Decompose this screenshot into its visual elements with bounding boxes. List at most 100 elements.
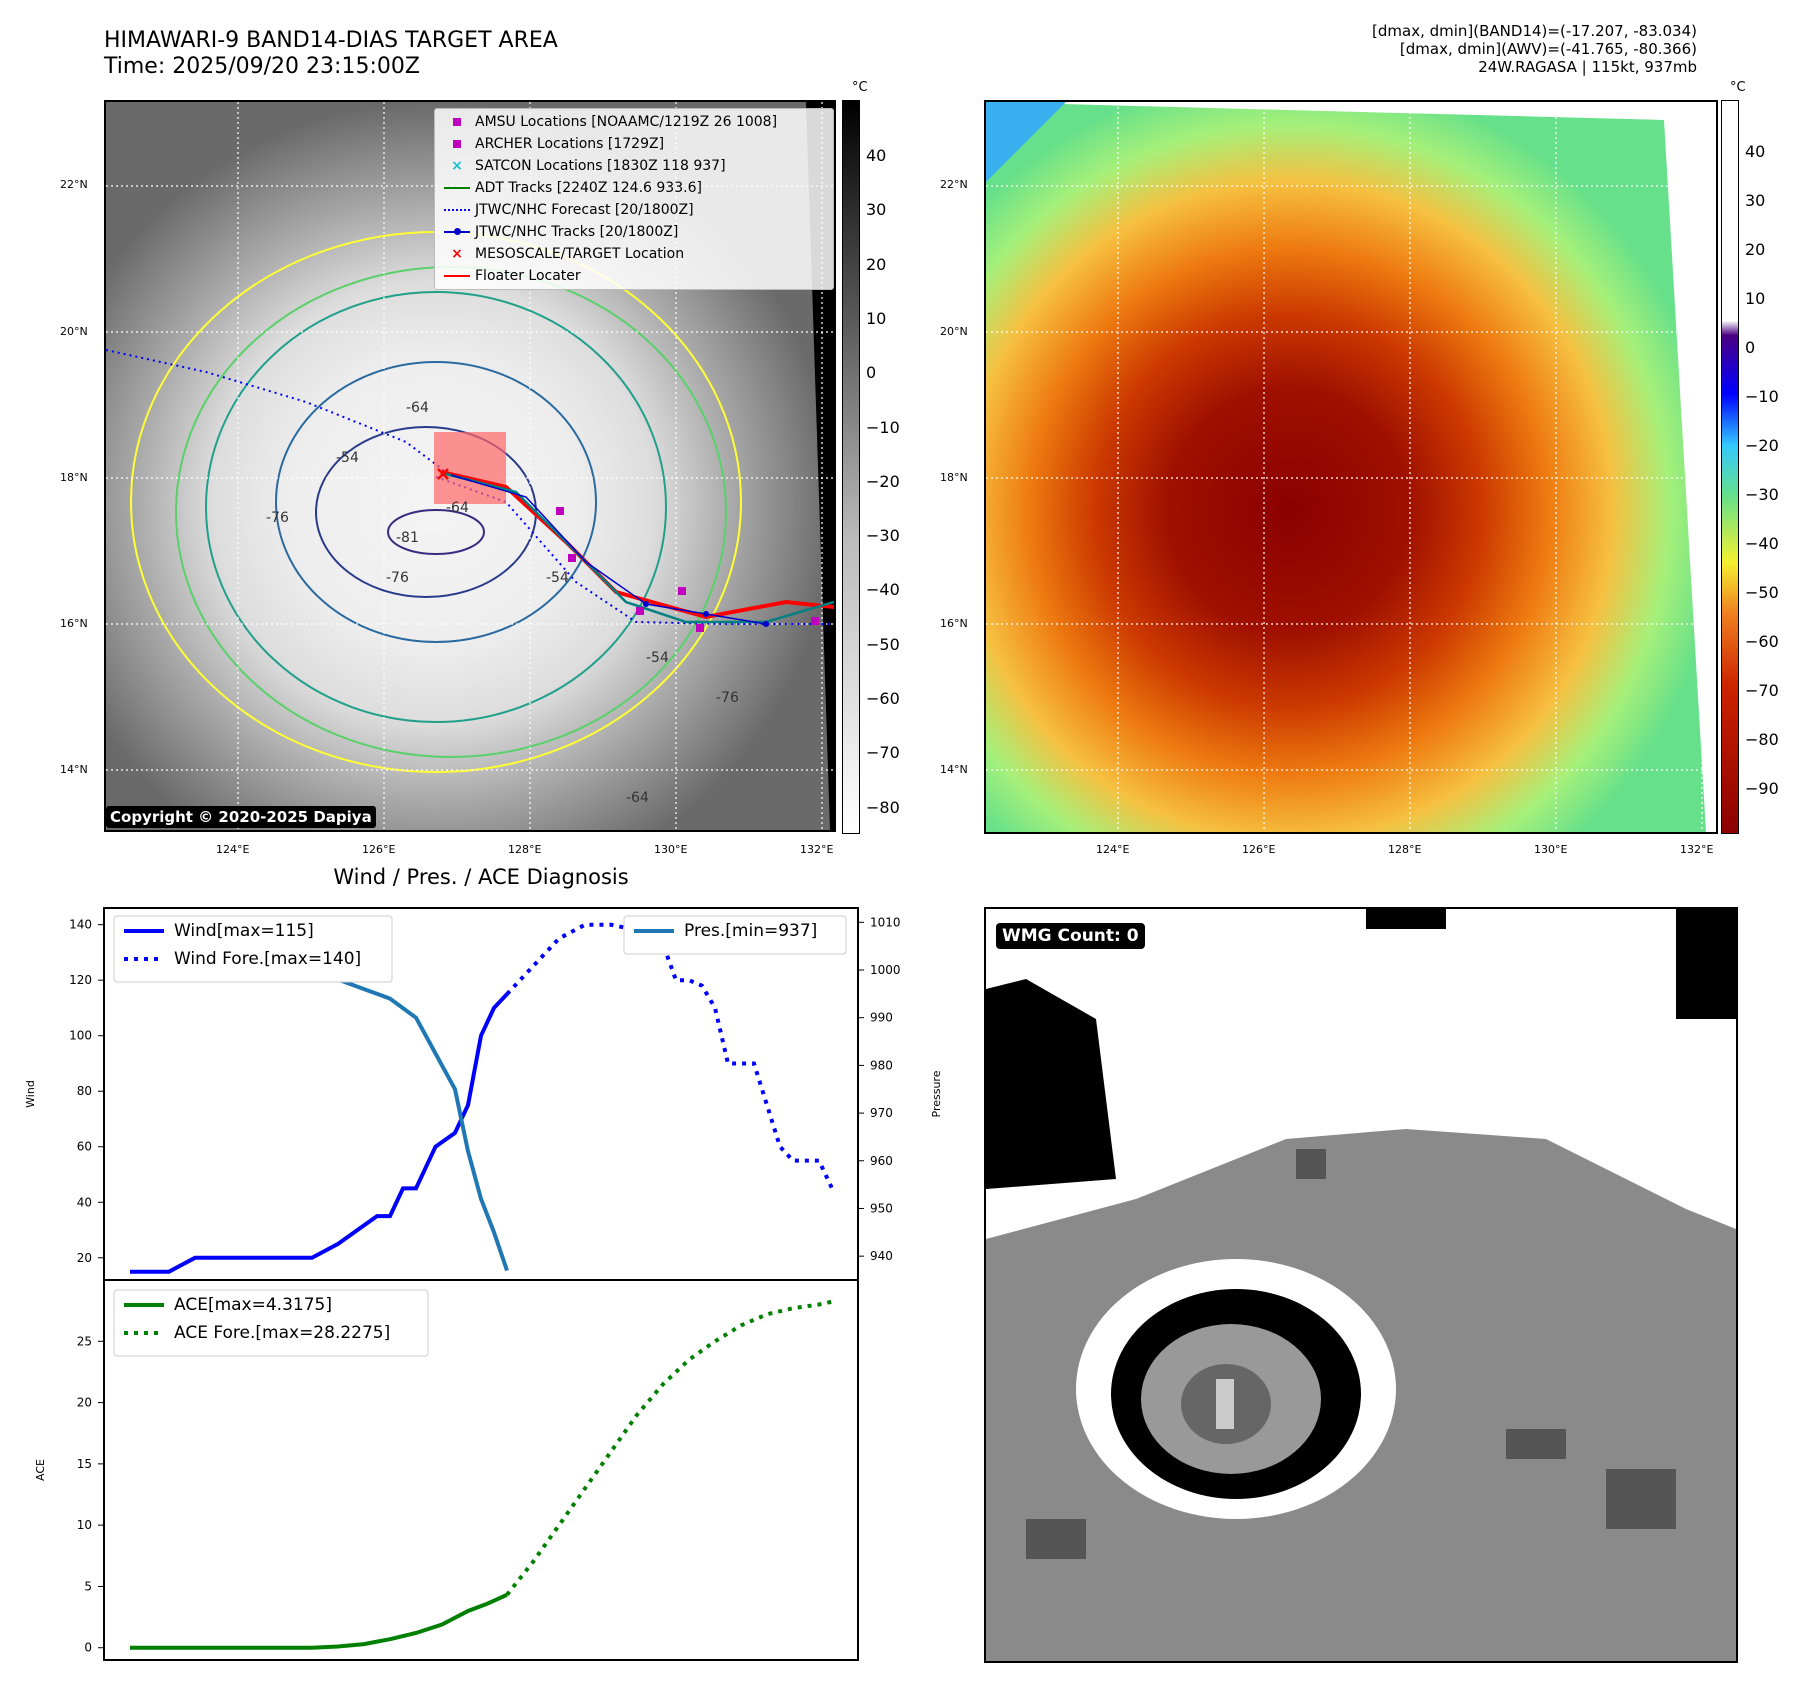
colorbar-right-tick: −40 [1745, 534, 1779, 553]
lon-tick-126: 126°E [362, 843, 396, 856]
colorbar-right-tick: −30 [1745, 485, 1779, 504]
colorbar-right-tick: −70 [1745, 681, 1779, 700]
wind-y-tick-label: 120 [69, 973, 92, 987]
wind-line [130, 992, 509, 1274]
info-block: [dmax, dmin](BAND14)=(-17.207, -83.034) … [1097, 22, 1697, 76]
pressure-y-tick-label: 980 [870, 1058, 893, 1072]
contour-labels: -54 -64 -76 -81 -76 -54 -64 -76 -54 -64 [266, 400, 739, 806]
colorbar-left-tick: 20 [866, 254, 887, 274]
lon-tick-124: 124°E [216, 843, 250, 856]
ace-y-tick-label: 15 [77, 1457, 92, 1471]
lon-tick-132: 132°E [800, 843, 834, 856]
ace-legend-label: ACE Fore.[max=28.2275] [174, 1323, 390, 1343]
svg-text:-54: -54 [336, 450, 359, 466]
colorbar-right-tick: −20 [1745, 436, 1779, 455]
colorbar-left-tick: 10 [866, 308, 887, 328]
svg-text:-54: -54 [646, 650, 669, 666]
ace-legend [113, 1289, 429, 1357]
wind-y-tick-label: 40 [77, 1195, 92, 1209]
wind-y-tick-label: 140 [69, 918, 92, 932]
colorbar-left-tick: −10 [866, 417, 900, 437]
ir-map-panel: -54 -64 -76 -81 -76 -54 -64 -76 -54 -64 … [104, 100, 836, 832]
jtwc-track [450, 474, 767, 625]
diag-title: Wind / Pres. / ACE Diagnosis [333, 865, 629, 889]
awv-lat-tick-22: 22°N [940, 178, 968, 191]
lat-tick-18: 18°N [60, 471, 88, 484]
colorbar-right-unit: °C [1730, 80, 1746, 95]
awv-lon-tick-128: 128°E [1388, 843, 1422, 856]
colorbar-left-tick: −30 [866, 526, 900, 546]
colorbar-right-tick: 40 [1745, 142, 1766, 161]
chart-time: Time: 2025/09/20 23:15:00Z [104, 54, 420, 79]
pressure-legend [623, 915, 847, 955]
pressure-line [128, 934, 509, 1272]
lat-tick-22: 22°N [60, 178, 88, 191]
awv-gridlines [986, 102, 1716, 832]
lon-tick-128: 128°E [508, 843, 542, 856]
amsu-archer-points [556, 507, 819, 632]
copyright-label: Copyright © 2020-2025 Dapiya [106, 806, 376, 828]
svg-text:-64: -64 [446, 500, 469, 516]
colorbar-right-tick: 10 [1745, 289, 1766, 308]
colorbar-left-tick: −20 [866, 471, 900, 491]
legend-archer: ARCHER Locations [1729Z] [439, 133, 829, 155]
legend-adt: ADT Tracks [2240Z 124.6 933.6] [439, 177, 829, 199]
pressure-axis-label: Pressure [930, 1070, 943, 1117]
info-band14: [dmax, dmin](BAND14)=(-17.207, -83.034) [1372, 22, 1697, 40]
jtwc-forecast-track [106, 349, 447, 473]
svg-text:-81: -81 [396, 530, 419, 546]
ace-y-tick-label: 20 [77, 1396, 92, 1410]
wmg-count-badge: WMG Count: 0 [996, 923, 1145, 949]
target-box [434, 432, 506, 504]
ace-axis-label: ACE [34, 1459, 47, 1481]
colorbar-right [1721, 100, 1739, 834]
colorbar-left-tick: 0 [866, 363, 877, 383]
svg-text:-76: -76 [716, 690, 739, 706]
colorbar-left-tick: −80 [866, 797, 900, 817]
lat-tick-16: 16°N [60, 617, 88, 630]
pressure-y-tick-label: 990 [870, 1011, 893, 1025]
diag-chart: 2040608010012014094095096097098099010001… [24, 907, 943, 1661]
pressure-y-tick-label: 970 [870, 1106, 893, 1120]
colorbar-left [842, 100, 860, 834]
ace-y-tick-label: 25 [77, 1334, 92, 1348]
jtwc-track-points [643, 601, 769, 627]
colorbar-left-tick: −70 [866, 743, 900, 763]
map-legend: AMSU Locations [NOAAMC/1219Z 26 1008] AR… [434, 108, 834, 290]
ace-y-tick-label: 5 [84, 1579, 92, 1593]
awv-lat-tick-18: 18°N [940, 471, 968, 484]
colorbar-right-tick: −10 [1745, 387, 1779, 406]
awv-lon-tick-130: 130°E [1534, 843, 1568, 856]
colorbar-right-tick: −50 [1745, 583, 1779, 602]
ace-line [130, 1592, 508, 1650]
wind-legend-label: Wind Fore.[max=140] [174, 949, 361, 969]
pressure-y-tick-label: 1010 [870, 915, 901, 929]
wind-forecast-line [505, 922, 834, 1190]
chart-title: HIMAWARI-9 BAND14-DIAS TARGET AREA [104, 28, 558, 53]
legend-target-location: × MESOSCALE/TARGET Location [451, 246, 685, 262]
pressure-y-tick-label: 960 [870, 1154, 893, 1168]
target-location-marker [437, 468, 449, 480]
awv-lat-tick-14: 14°N [940, 763, 968, 776]
awv-lon-tick-124: 124°E [1096, 843, 1130, 856]
legend-jtwc-forecast: JTWC/NHC Forecast [20/1800Z] [439, 199, 829, 221]
legend-floater: Floater Locater [439, 265, 829, 287]
pressure-y-tick-label: 940 [870, 1249, 893, 1263]
lon-tick-130: 130°E [654, 843, 688, 856]
ace-forecast-line [505, 1299, 833, 1597]
legend-jtwc-tracks: JTWC/NHC Tracks [20/1800Z] [439, 221, 829, 243]
ace-legend-label: ACE[max=4.3175] [174, 1295, 332, 1315]
wind-y-tick-label: 60 [77, 1140, 92, 1154]
svg-text:-64: -64 [406, 400, 429, 416]
colorbar-left-tick: −60 [866, 689, 900, 708]
svg-text:-54: -54 [546, 570, 569, 586]
lat-tick-14: 14°N [60, 763, 88, 776]
colorbar-right-tick: −60 [1745, 632, 1779, 651]
awv-lon-tick-126: 126°E [1242, 843, 1276, 856]
colorbar-right-tick: 0 [1745, 338, 1756, 357]
colorbar-left-unit: °C [852, 80, 868, 95]
info-storm: 24W.RAGASA | 115kt, 937mb [1478, 58, 1697, 76]
colorbar-right-tick: −90 [1745, 779, 1779, 798]
colorbar-left-tick: −50 [866, 634, 900, 654]
pressure-y-tick-label: 1000 [870, 963, 901, 977]
